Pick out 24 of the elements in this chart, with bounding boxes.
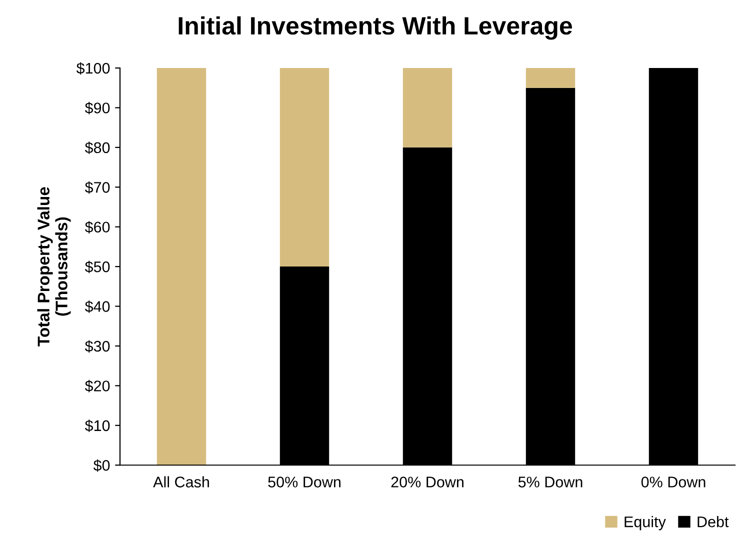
y-tick-label: $70	[84, 181, 110, 194]
y-tick-label: $0	[93, 459, 110, 472]
y-tick-label: $50	[84, 260, 110, 274]
y-tick-label: $40	[84, 300, 110, 313]
bar	[156, 68, 206, 466]
x-tick-label: 0% Down	[641, 476, 706, 488]
y-tick-label: $30	[84, 340, 110, 353]
y-tick-label: $60	[84, 221, 110, 234]
y-tick-label: $100	[76, 62, 110, 75]
y-tick-label: $90	[84, 102, 110, 114]
bar	[526, 68, 576, 88]
y-axis-title: Total Property Value (Thousands)	[37, 187, 71, 346]
x-tick-label: 50% Down	[268, 476, 340, 488]
chart-title: Initial Investments With Leverage	[178, 16, 572, 40]
y-tick-label: $10	[84, 420, 110, 432]
bar	[402, 68, 452, 148]
y-tick-label: $20	[84, 380, 110, 392]
x-tick-label: All Cash	[153, 476, 209, 488]
x-tick-label: 5% Down	[518, 476, 582, 488]
x-tick-label: 20% Down	[391, 476, 464, 488]
y-tick-label: $80	[84, 142, 110, 154]
bar	[280, 68, 330, 267]
legend-label: Debt	[698, 516, 729, 528]
legend-label: Equity	[624, 516, 666, 530]
